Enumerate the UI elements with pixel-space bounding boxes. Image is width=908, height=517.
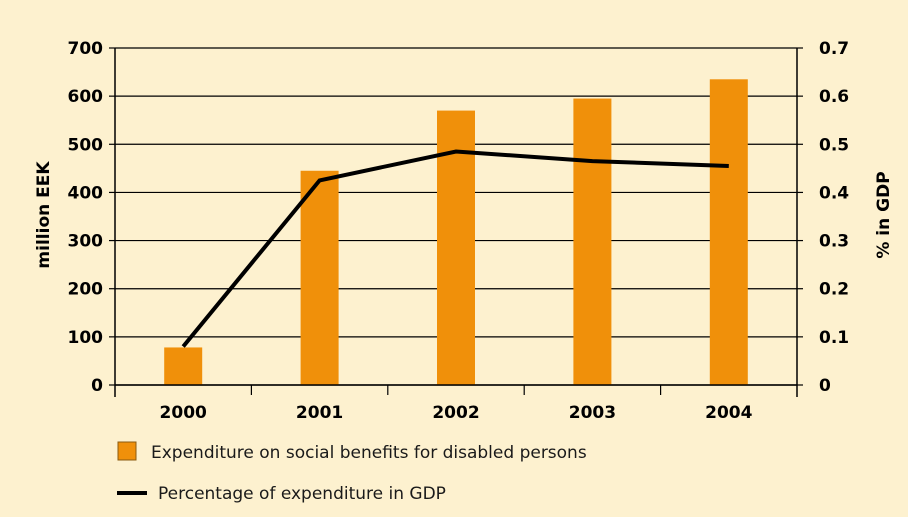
y-tick-label: 600 xyxy=(68,87,104,107)
y-tick-label: 500 xyxy=(68,135,104,155)
y-tick-label: 100 xyxy=(68,328,104,348)
legend-bar-swatch xyxy=(117,441,137,461)
axes xyxy=(109,47,803,397)
bars xyxy=(164,79,748,386)
bar xyxy=(573,98,612,386)
legend-bar-label: Expenditure on social benefits for disab… xyxy=(151,443,587,463)
x-tick-label: 2002 xyxy=(432,403,479,423)
y-tick-label: 0 xyxy=(91,376,103,396)
y2-axis-title: % in GDP xyxy=(874,171,894,258)
x-tick-label: 2003 xyxy=(569,403,616,423)
x-tick-label: 2001 xyxy=(296,403,343,423)
y-tick-label: 700 xyxy=(68,39,104,59)
bar xyxy=(164,347,203,385)
x-tick-label: 2000 xyxy=(160,403,207,423)
bar xyxy=(709,79,748,386)
y2-tick-label: 0.5 xyxy=(819,135,849,155)
y-axis-title: million EEK xyxy=(34,161,54,269)
legend: Expenditure on social benefits for disab… xyxy=(117,441,587,504)
x-axis-ticks: 2000 2001 2002 2003 2004 xyxy=(160,403,753,423)
y2-tick-label: 0.7 xyxy=(819,39,849,59)
y2-tick-label: 0.3 xyxy=(819,232,849,252)
x-tick-label: 2004 xyxy=(705,403,752,423)
y2-tick-label: 0.1 xyxy=(819,328,849,348)
left-axis-ticks: 0 100 200 300 400 500 600 700 xyxy=(68,39,104,396)
right-axis-ticks: 0 0.1 0.2 0.3 0.4 0.5 0.6 0.7 xyxy=(819,39,849,396)
y-tick-label: 300 xyxy=(68,232,104,252)
y-tick-label: 200 xyxy=(68,280,104,300)
bar xyxy=(437,110,475,385)
y2-tick-label: 0.2 xyxy=(819,280,849,300)
y-tick-label: 400 xyxy=(68,183,104,203)
legend-line-label: Percentage of expenditure in GDP xyxy=(158,484,446,504)
y2-tick-label: 0.6 xyxy=(819,87,849,107)
line-series xyxy=(181,149,729,348)
y2-tick-label: 0.4 xyxy=(819,183,849,203)
bar xyxy=(300,170,339,385)
y2-tick-label: 0 xyxy=(819,376,831,396)
